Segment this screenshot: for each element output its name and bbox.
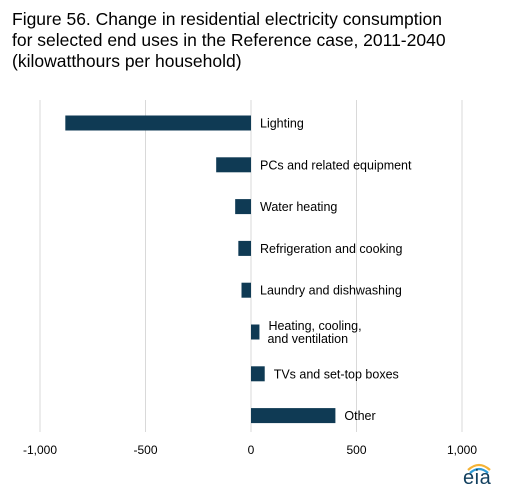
category-label: Laundry and dishwashing — [260, 284, 402, 298]
x-tick-label: 500 — [346, 443, 366, 457]
x-tick-label: -1,000 — [23, 443, 57, 457]
eia-logo-text: eia — [463, 467, 491, 490]
bar — [216, 157, 251, 172]
bar — [251, 408, 335, 423]
bar — [242, 283, 251, 298]
category-label: Water heating — [260, 200, 337, 214]
bar — [251, 366, 265, 381]
category-label: TVs and set-top boxes — [274, 367, 399, 381]
bar — [65, 116, 251, 131]
x-tick-label: 1,000 — [447, 443, 477, 457]
x-tick-label: 0 — [248, 443, 255, 457]
category-label: Lighting — [260, 117, 304, 131]
category-label: PCs and related equipment — [260, 158, 412, 172]
bar — [235, 199, 251, 214]
category-label: Other — [344, 409, 375, 423]
bar — [251, 325, 259, 340]
bar — [238, 241, 251, 256]
category-label: Refrigeration and cooking — [260, 242, 402, 256]
category-label: Heating, cooling, and ventilation — [267, 319, 361, 346]
x-tick-label: -500 — [133, 443, 157, 457]
